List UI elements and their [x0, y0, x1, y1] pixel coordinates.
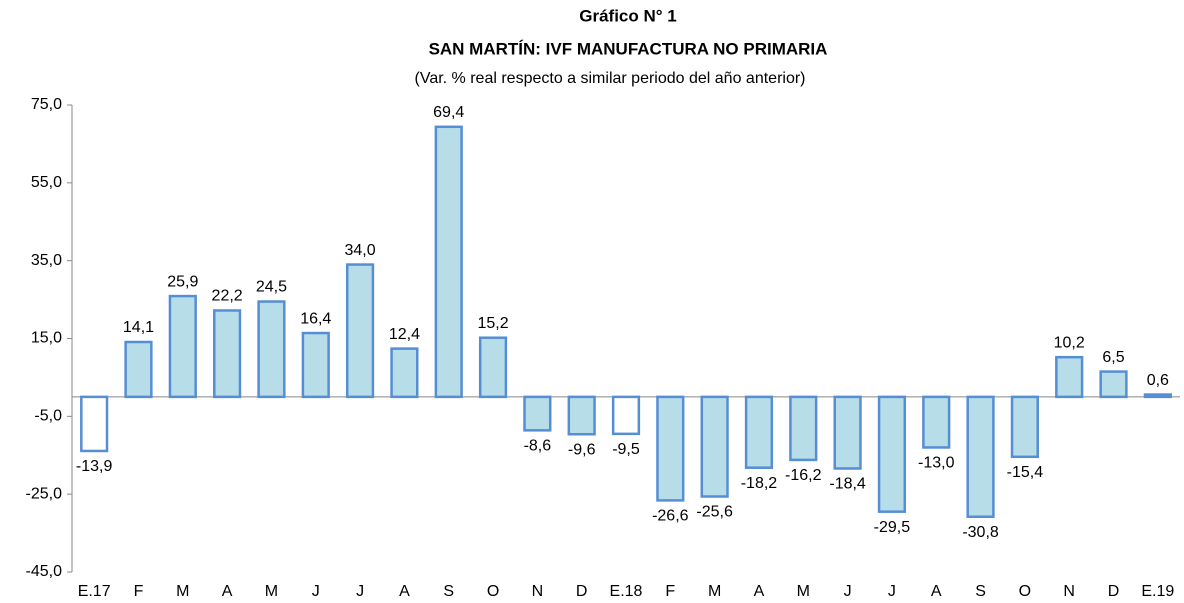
x-tick-label: O — [487, 583, 499, 600]
y-tick-label: 75,0 — [31, 96, 62, 113]
bar — [390, 347, 419, 399]
value-label: 0,6 — [1147, 372, 1169, 389]
x-tick-label: F — [134, 583, 144, 600]
x-tick-label: D — [1108, 583, 1120, 600]
bar — [301, 331, 330, 399]
x-tick-label: N — [532, 583, 544, 600]
value-label: 15,2 — [477, 315, 508, 332]
value-label: -18,4 — [829, 476, 866, 493]
bar — [744, 395, 774, 469]
x-tick-label: M — [797, 583, 810, 600]
x-tick-label: J — [356, 583, 364, 600]
value-label: -30,8 — [962, 524, 999, 541]
bar — [1099, 370, 1128, 399]
x-tick-label: J — [888, 583, 896, 600]
x-tick-label: D — [576, 583, 588, 600]
bar — [1055, 355, 1084, 399]
x-tick-label: A — [222, 583, 233, 600]
bar — [877, 395, 907, 513]
value-label: -15,4 — [1007, 464, 1044, 481]
bar — [434, 125, 463, 399]
value-label: -16,2 — [785, 467, 822, 484]
bar — [523, 395, 552, 432]
value-label: 14,1 — [123, 319, 154, 336]
x-tick-label: J — [844, 583, 852, 600]
y-tick-label: 55,0 — [31, 174, 62, 191]
bar — [124, 340, 153, 399]
value-label: -9,5 — [612, 441, 640, 458]
value-label: 6,5 — [1102, 349, 1124, 366]
bar — [567, 395, 596, 436]
x-tick-label: N — [1063, 583, 1075, 600]
x-tick-label: E.19 — [1141, 583, 1174, 600]
bar — [1010, 395, 1039, 459]
x-tick-label: E.17 — [78, 583, 111, 600]
bar — [922, 395, 951, 449]
bar — [168, 294, 197, 399]
bar — [213, 309, 242, 399]
value-label: -9,6 — [568, 441, 596, 458]
value-label: -25,6 — [696, 504, 733, 521]
x-tick-label: M — [176, 583, 189, 600]
x-tick-label: A — [399, 583, 410, 600]
x-tick-label: S — [443, 583, 454, 600]
value-label: -13,0 — [918, 455, 955, 472]
value-label: -26,6 — [652, 508, 689, 525]
y-tick-label: -25,0 — [26, 485, 63, 502]
y-tick-label: -45,0 — [26, 563, 63, 580]
x-tick-label: A — [754, 583, 765, 600]
x-tick-label: O — [1019, 583, 1031, 600]
bar — [1143, 393, 1172, 399]
value-label: 12,4 — [389, 326, 420, 343]
y-tick-label: -5,0 — [34, 408, 62, 425]
chart-subtitle: SAN MARTÍN: IVF MANUFACTURA NO PRIMARIA — [429, 39, 828, 58]
bar — [833, 395, 862, 470]
chart-note: (Var. % real respecto a similar periodo … — [415, 70, 806, 87]
x-tick-label: E.18 — [610, 583, 643, 600]
y-tick-label: 15,0 — [31, 330, 62, 347]
value-label: 10,2 — [1054, 334, 1085, 351]
y-tick-label: 35,0 — [31, 252, 62, 269]
bar — [700, 395, 729, 498]
value-label: -13,9 — [76, 458, 113, 475]
bar — [80, 395, 109, 453]
value-label: -29,5 — [874, 519, 911, 536]
bar — [966, 395, 995, 518]
value-label: -18,2 — [741, 475, 778, 492]
x-tick-label: S — [975, 583, 986, 600]
x-tick-label: M — [708, 583, 721, 600]
value-label: 16,4 — [300, 310, 331, 327]
value-label: -8,6 — [524, 438, 552, 455]
bar — [257, 300, 286, 399]
x-tick-label: M — [265, 583, 278, 600]
x-tick-label: J — [312, 583, 320, 600]
value-label: 69,4 — [433, 104, 464, 121]
x-tick-label: F — [665, 583, 675, 600]
bar — [611, 395, 641, 436]
x-tick-label: A — [931, 583, 942, 600]
value-label: 34,0 — [345, 242, 376, 259]
bar — [345, 263, 375, 399]
value-label: 24,5 — [256, 279, 287, 296]
value-label: 25,9 — [167, 273, 198, 290]
chart-title: Gráfico N° 1 — [579, 6, 677, 25]
value-label: 22,2 — [212, 288, 243, 305]
bar — [789, 395, 818, 462]
bar — [656, 395, 685, 502]
bar — [478, 336, 508, 399]
